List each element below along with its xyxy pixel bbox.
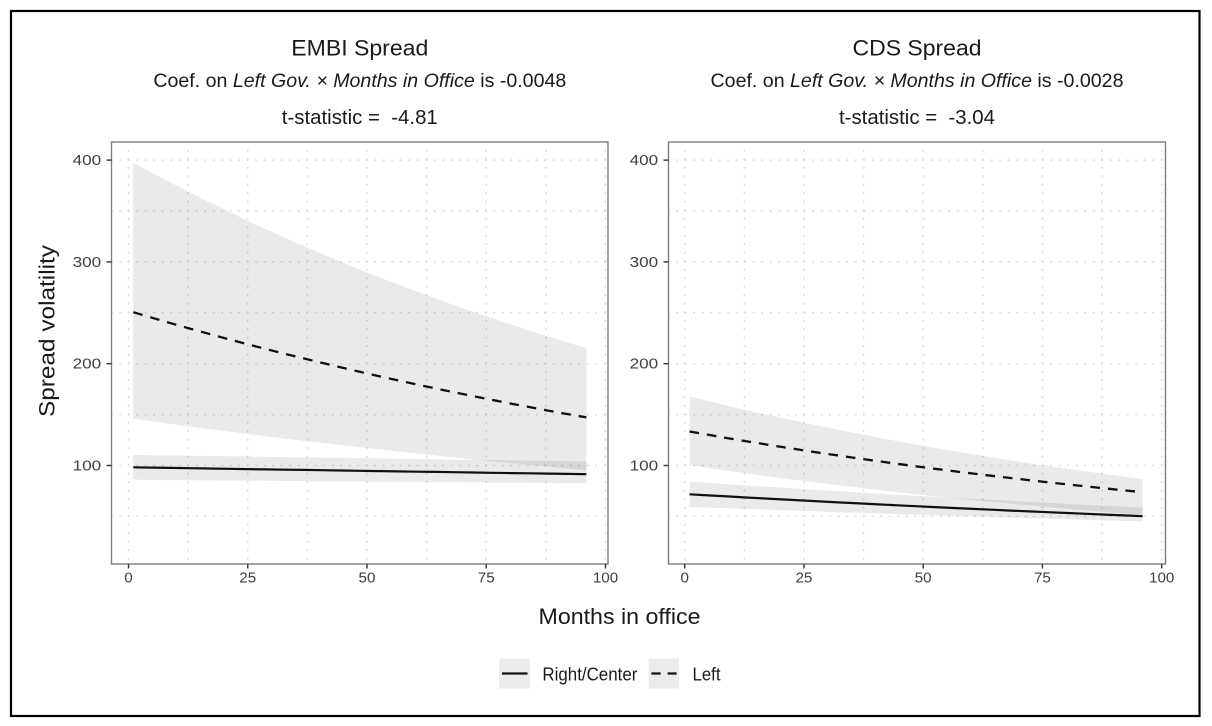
svg-text:Right/Center: Right/Center — [542, 665, 637, 685]
svg-text:Months in office: Months in office — [539, 604, 701, 629]
svg-text:50: 50 — [359, 570, 376, 587]
svg-text:100: 100 — [1149, 570, 1174, 587]
svg-text:CDS Spread: CDS Spread — [853, 36, 982, 61]
svg-text:25: 25 — [239, 570, 256, 587]
svg-text:75: 75 — [478, 570, 495, 587]
svg-text:0: 0 — [680, 570, 688, 587]
svg-text:Coef. on Left Gov. × Months in: Coef. on Left Gov. × Months in Office is… — [153, 70, 566, 92]
svg-text:100: 100 — [593, 570, 618, 587]
svg-text:25: 25 — [795, 570, 812, 587]
svg-text:100: 100 — [73, 458, 102, 475]
svg-text:EMBI Spread: EMBI Spread — [291, 36, 428, 61]
svg-text:50: 50 — [915, 570, 932, 587]
svg-text:t-statistic = -4.81: t-statistic = -4.81 — [282, 107, 438, 129]
svg-text:t-statistic = -3.04: t-statistic = -3.04 — [839, 107, 995, 129]
svg-text:75: 75 — [1034, 570, 1051, 587]
svg-text:400: 400 — [73, 152, 102, 169]
svg-text:300: 300 — [630, 254, 659, 271]
svg-text:Spread volatility: Spread volatility — [35, 244, 60, 417]
svg-text:300: 300 — [73, 254, 102, 271]
svg-text:200: 200 — [73, 356, 102, 373]
svg-text:Left: Left — [693, 665, 721, 685]
svg-text:Coef. on Left Gov. × Months in: Coef. on Left Gov. × Months in Office is… — [711, 70, 1124, 92]
svg-text:400: 400 — [630, 152, 659, 169]
svg-text:0: 0 — [124, 570, 132, 587]
svg-text:100: 100 — [630, 458, 659, 475]
svg-text:200: 200 — [630, 356, 659, 373]
